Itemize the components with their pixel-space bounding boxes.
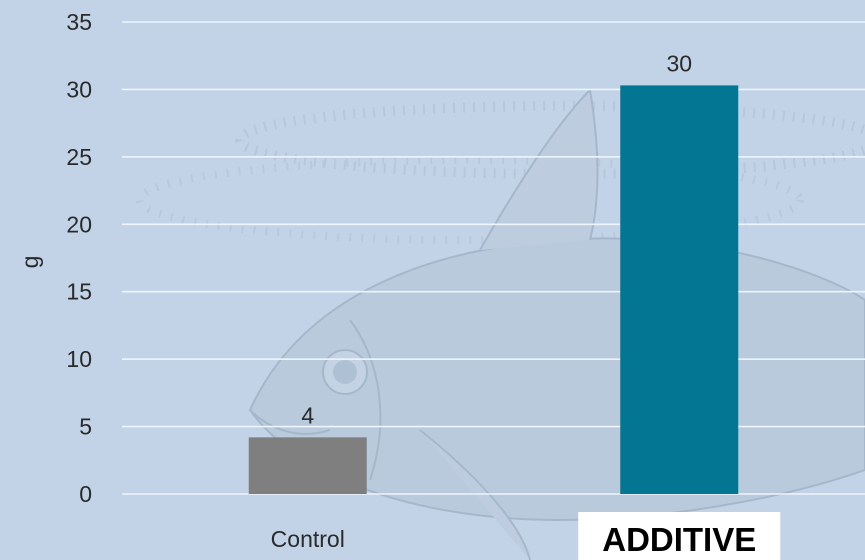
data-label-control: 4 bbox=[301, 402, 314, 428]
y-tick-label: 30 bbox=[66, 76, 92, 102]
y-tick-label: 25 bbox=[66, 144, 92, 170]
gridlines bbox=[122, 21, 865, 495]
y-tick-label: 0 bbox=[79, 481, 92, 507]
y-axis-ticks: 0 5 10 15 20 25 30 35 bbox=[66, 9, 92, 507]
y-axis-label: g bbox=[17, 256, 43, 269]
highlight-box bbox=[578, 512, 781, 560]
bar-control bbox=[248, 437, 367, 494]
x-tick-label-control: Control bbox=[271, 526, 345, 552]
y-tick-label: 10 bbox=[66, 346, 92, 372]
y-tick-label: 5 bbox=[79, 414, 92, 440]
bars bbox=[248, 85, 739, 494]
y-tick-label: 20 bbox=[66, 211, 92, 237]
bar-additive bbox=[620, 85, 739, 494]
fish-eye bbox=[322, 349, 368, 395]
x-tick-label-additive: ADDITIVE bbox=[602, 521, 756, 558]
data-labels: 4 30 bbox=[301, 50, 692, 428]
y-tick-label: 15 bbox=[66, 279, 92, 305]
data-label-additive: 30 bbox=[666, 50, 692, 76]
y-tick-label: 35 bbox=[66, 9, 92, 35]
halftone-wave bbox=[136, 101, 865, 244]
x-axis-labels: Control ADDITIVE bbox=[271, 512, 781, 560]
